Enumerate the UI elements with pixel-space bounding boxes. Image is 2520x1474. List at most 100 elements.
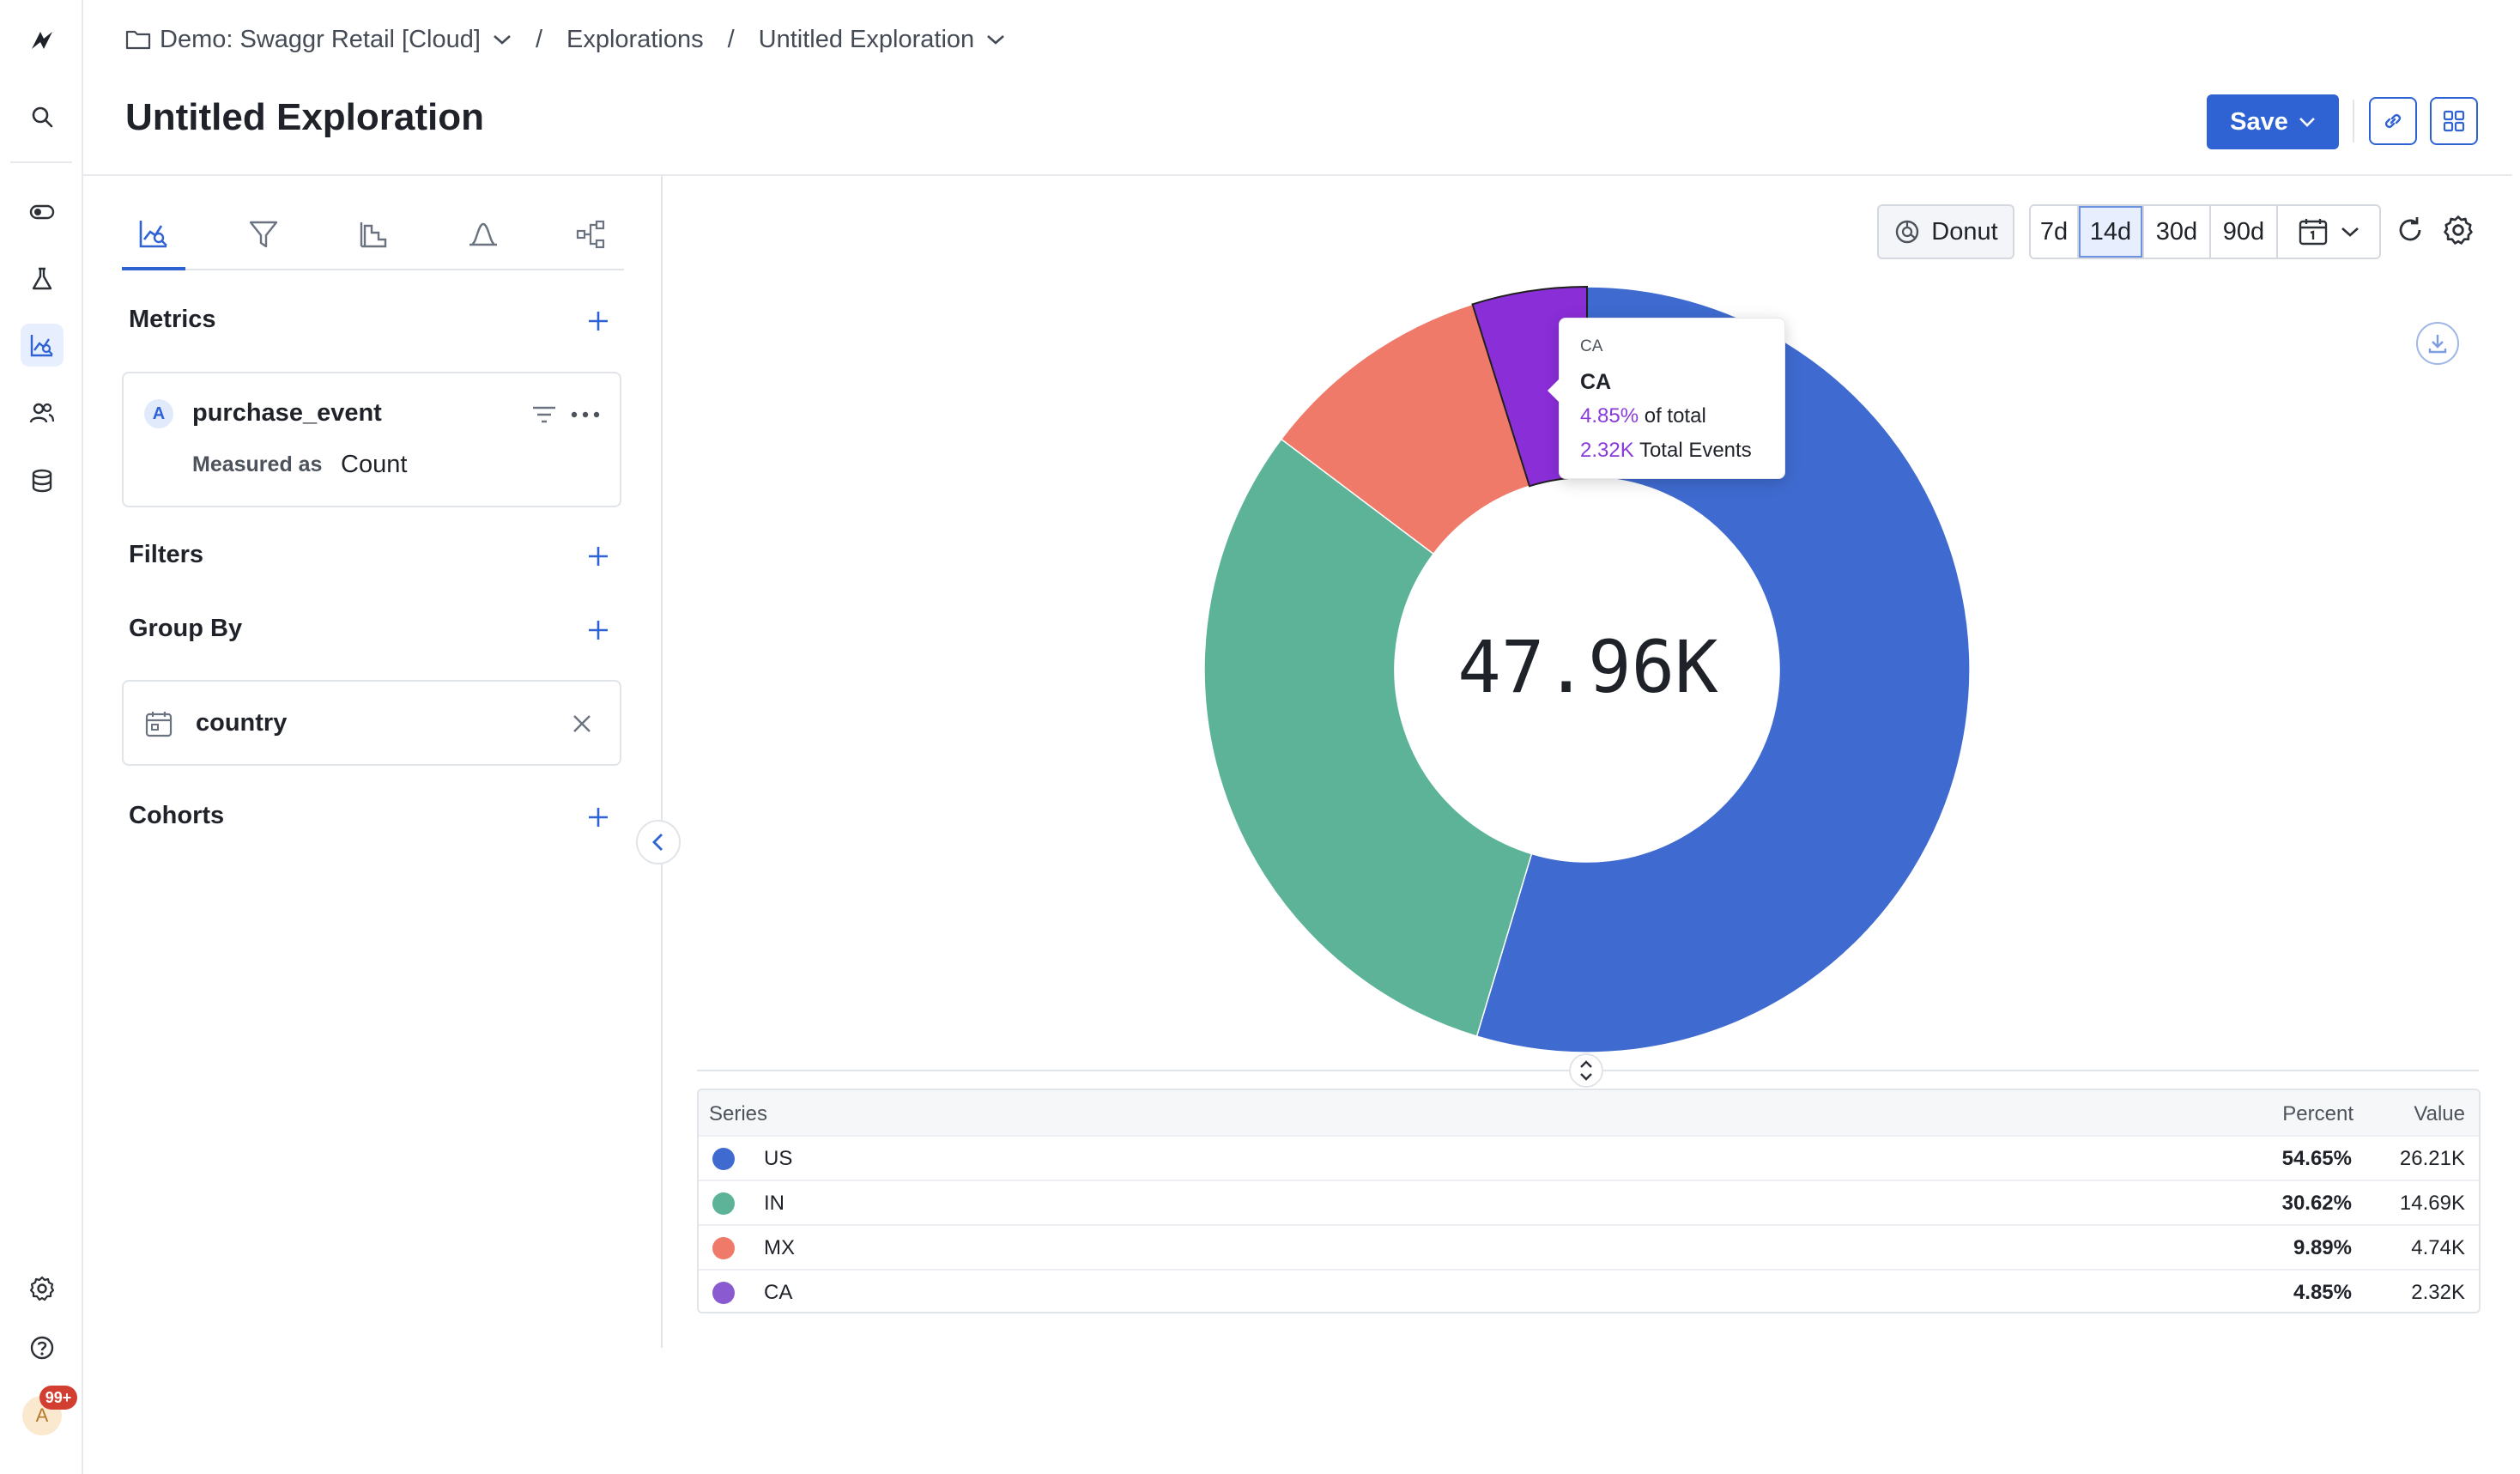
series-name: US	[764, 1147, 793, 1170]
refresh-icon[interactable]	[2395, 215, 2426, 246]
chart-settings-icon[interactable]	[2442, 214, 2475, 246]
breadcrumb-explorations[interactable]: Explorations	[566, 25, 704, 53]
tab-funnel[interactable]	[232, 200, 295, 269]
table-row[interactable]: CA 4.85% 2.32K	[699, 1271, 2479, 1312]
more-icon[interactable]	[571, 411, 600, 418]
chart-type-label: Donut	[1931, 217, 1998, 246]
table-row[interactable]: MX 9.89% 4.74K	[699, 1226, 2479, 1271]
series-table: Series Percent Value US 54.65% 26.21K IN…	[697, 1089, 2481, 1313]
tab-retention[interactable]	[342, 200, 405, 269]
metric-name[interactable]: purchase_event	[192, 399, 382, 427]
calendar-field-icon	[145, 712, 173, 737]
plus-icon	[589, 808, 608, 827]
table-header: Series Percent Value	[699, 1090, 2479, 1137]
metric-card[interactable]: A purchase_event Measured as Count	[122, 372, 621, 507]
flask-icon[interactable]	[21, 258, 64, 300]
donut-slice-ca[interactable]	[1471, 285, 1588, 488]
table-row[interactable]: US 54.65% 26.21K	[699, 1137, 2479, 1181]
dashboard-icon	[2443, 110, 2465, 132]
series-name: MX	[764, 1236, 795, 1259]
table-row[interactable]: IN 30.62% 14.69K	[699, 1181, 2479, 1226]
breadcrumb-current[interactable]: Untitled Exploration	[758, 25, 975, 53]
breadcrumb-project[interactable]: Demo: Swaggr Retail [Cloud]	[160, 25, 481, 53]
chevron-down-icon[interactable]	[986, 33, 1005, 45]
logo-icon[interactable]	[21, 19, 64, 62]
tooltip-percent-row: 4.85% of total	[1580, 404, 1706, 428]
chevron-down-icon	[2341, 227, 2359, 237]
chart-type-select[interactable]: Donut	[1877, 204, 2014, 259]
tab-paths[interactable]	[560, 200, 623, 269]
metric-letter-badge: A	[144, 399, 173, 428]
measured-as-select[interactable]: Count	[341, 451, 408, 478]
col-percent[interactable]: Percent	[2282, 1102, 2353, 1125]
toggle-icon[interactable]	[21, 191, 64, 234]
add-group-by-button[interactable]	[581, 613, 615, 647]
add-metric-button[interactable]	[581, 304, 615, 338]
add-filter-button[interactable]	[581, 539, 615, 573]
tooltip-series-small: CA	[1580, 337, 1603, 355]
explorations-icon[interactable]	[21, 324, 64, 367]
group-by-card[interactable]: country	[122, 680, 621, 766]
close-icon[interactable]	[572, 713, 592, 734]
expand-vertical-icon	[1580, 1060, 1592, 1081]
notification-badge: 99+	[39, 1386, 77, 1410]
breadcrumb: Demo: Swaggr Retail [Cloud] / Exploratio…	[125, 22, 1005, 57]
tab-metrics-chart[interactable]	[122, 200, 185, 270]
donut-slice-in[interactable]	[1203, 438, 1533, 1038]
header-divider	[83, 174, 2512, 176]
range-30d[interactable]: 30d	[2144, 206, 2211, 258]
range-14d[interactable]: 14d	[2079, 206, 2144, 258]
series-color-dot	[712, 1237, 735, 1259]
custom-date-button[interactable]	[2278, 206, 2379, 258]
metrics-heading: Metrics	[129, 306, 216, 333]
funnel-icon	[249, 221, 278, 248]
divider	[2353, 100, 2354, 143]
tooltip-percent: 4.85%	[1580, 404, 1639, 428]
cohorts-heading: Cohorts	[129, 802, 225, 829]
donut-chart-icon	[1896, 220, 1919, 244]
range-7d[interactable]: 7d	[2031, 206, 2079, 258]
calendar-icon	[2299, 219, 2328, 246]
download-button[interactable]	[2416, 322, 2459, 365]
filter-lines-icon[interactable]	[531, 404, 557, 425]
series-value: 4.74K	[2411, 1236, 2465, 1259]
collapse-panel-button[interactable]	[636, 820, 681, 864]
donut-chart[interactable]	[1201, 283, 1973, 1056]
group-by-heading: Group By	[129, 615, 243, 642]
breadcrumb-separator: /	[727, 25, 735, 53]
rail-divider	[10, 161, 72, 163]
save-button[interactable]: Save	[2207, 94, 2339, 149]
search-icon[interactable]	[21, 95, 64, 138]
resize-handle[interactable]	[1569, 1053, 1603, 1088]
add-to-dashboard-button[interactable]	[2430, 97, 2478, 145]
series-percent: 4.85%	[2293, 1281, 2352, 1304]
donut-total: 47.96K	[1457, 625, 1718, 709]
tooltip-value-suffix: Total Events	[1639, 439, 1752, 462]
database-icon[interactable]	[21, 459, 64, 502]
col-series[interactable]: Series	[709, 1102, 768, 1125]
copy-link-button[interactable]	[2369, 97, 2417, 145]
users-icon[interactable]	[21, 391, 64, 434]
series-color-dot	[712, 1148, 735, 1170]
series-color-dot	[712, 1282, 735, 1304]
save-label: Save	[2230, 107, 2288, 136]
settings-icon[interactable]	[21, 1267, 64, 1310]
chevron-left-icon	[652, 834, 663, 851]
chevron-down-icon[interactable]	[493, 33, 512, 45]
chevron-down-icon	[2299, 118, 2315, 127]
query-tabs	[122, 200, 624, 270]
add-cohort-button[interactable]	[581, 800, 615, 834]
tab-distribution[interactable]	[451, 200, 515, 269]
link-icon	[2384, 113, 2402, 129]
series-value: 14.69K	[2399, 1192, 2465, 1215]
series-value: 2.32K	[2411, 1281, 2465, 1304]
query-panel: Metrics A purchase_event Measured as Cou…	[83, 176, 663, 1348]
range-90d[interactable]: 90d	[2211, 206, 2278, 258]
folder-icon	[125, 30, 151, 50]
download-icon	[2428, 335, 2447, 354]
col-value[interactable]: Value	[2414, 1102, 2465, 1125]
help-icon[interactable]	[21, 1326, 64, 1369]
page-title[interactable]: Untitled Exploration	[125, 96, 484, 138]
donut-slice-us[interactable]	[1475, 286, 1971, 1053]
paths-icon	[576, 220, 605, 249]
